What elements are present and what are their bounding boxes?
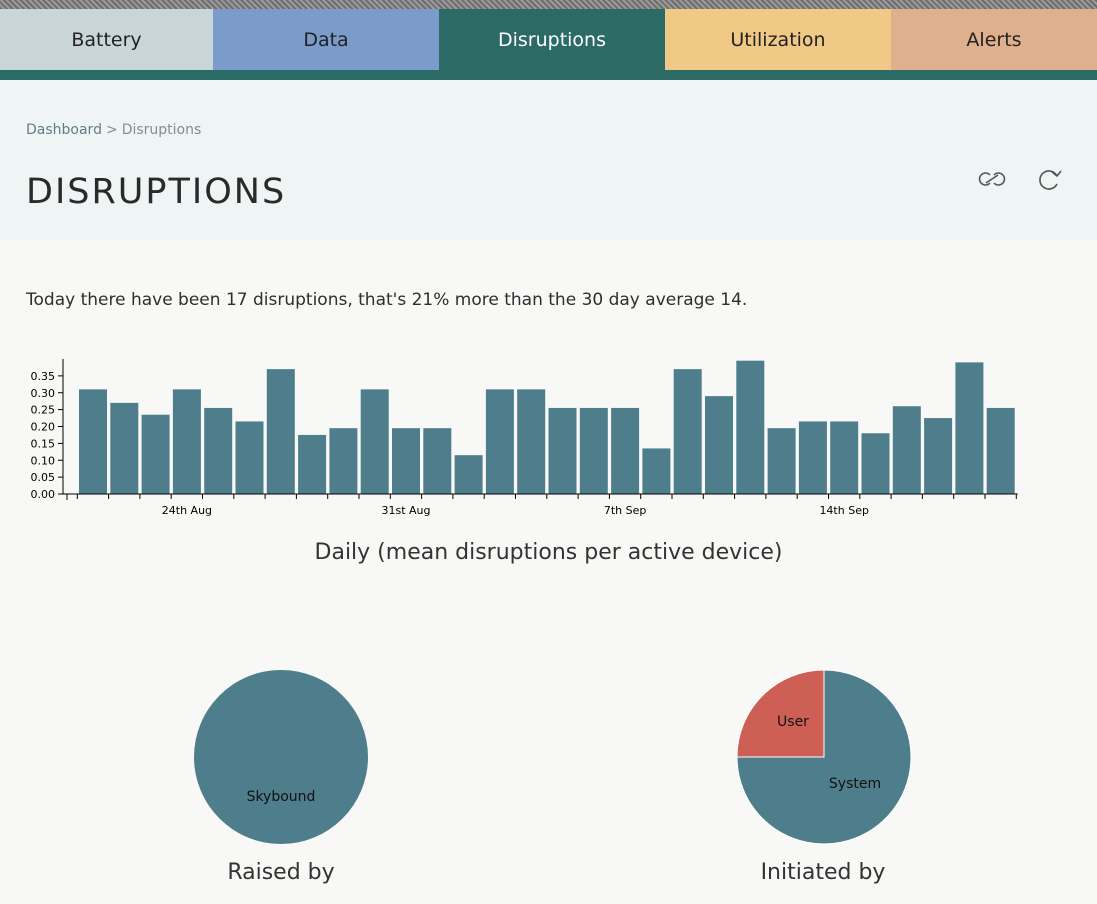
y-tick-label: 0.00: [31, 488, 56, 501]
x-tick-label: 31st Aug: [381, 504, 430, 517]
active-tab-underline: [0, 70, 1097, 80]
link-icon[interactable]: [977, 164, 1007, 194]
bar: [642, 448, 671, 494]
bar: [392, 428, 420, 494]
top-decorative-stripe: [0, 0, 1097, 9]
bar: [110, 402, 139, 494]
x-tick-label: 7th Sep: [604, 504, 647, 517]
breadcrumb-current: Disruptions: [121, 122, 202, 138]
bar: [204, 407, 233, 494]
y-tick-label: 0.05: [31, 471, 56, 484]
initiated-by-pie-title: Initiated by: [760, 860, 886, 885]
bar: [955, 362, 984, 494]
bar: [235, 421, 264, 494]
bar: [611, 407, 640, 494]
tab-battery[interactable]: Battery: [0, 9, 213, 70]
bar: [360, 389, 389, 494]
tab-alerts[interactable]: Alerts: [891, 9, 1097, 70]
x-tick-label: 14th Sep: [819, 504, 869, 517]
pie-slice-label: System: [829, 776, 881, 792]
pie-slice: [736, 669, 912, 845]
bar: [141, 414, 170, 494]
y-tick-label: 0.30: [31, 387, 56, 400]
y-tick-label: 0.35: [31, 370, 56, 383]
pie-slice: [194, 670, 368, 844]
bar: [517, 389, 546, 494]
main-tabs: Battery Data Disruptions Utilization Ale…: [0, 9, 1097, 70]
raised-by-pie-title: Raised by: [227, 860, 335, 885]
bar: [892, 406, 921, 494]
pie-slice: [736, 669, 825, 758]
breadcrumb-dashboard-link[interactable]: Dashboard: [26, 122, 102, 138]
initiated-by-pie-chart: System User: [724, 665, 924, 859]
pie-slice-label: Skybound: [247, 789, 316, 805]
page-title: DISRUPTIONS: [26, 172, 287, 212]
bar: [298, 434, 327, 494]
bar: [329, 428, 358, 494]
breadcrumb: Dashboard > Disruptions: [26, 122, 201, 138]
bar: [266, 369, 295, 494]
bar: [767, 428, 796, 494]
tab-data[interactable]: Data: [213, 9, 439, 70]
daily-disruptions-bar-chart: 0.00 0.05 0.10 0.15 0.20 0.25 0.30 0.35 24th Aug…: [31, 359, 1018, 517]
bar: [830, 421, 859, 494]
bar: [579, 407, 608, 494]
y-tick-label: 0.20: [31, 421, 56, 434]
x-tick-label: 24th Aug: [162, 504, 212, 517]
bar: [172, 389, 201, 494]
refresh-icon[interactable]: [1035, 164, 1065, 194]
bar: [986, 407, 1015, 494]
y-tick-label: 0.15: [31, 437, 56, 450]
bar: [705, 396, 733, 494]
bar: [423, 428, 452, 494]
raised-by-pie-chart: Skybound: [181, 665, 381, 859]
bar: [924, 418, 953, 494]
page-header: Dashboard > Disruptions DISRUPTIONS: [0, 80, 1097, 240]
bar: [736, 360, 765, 494]
pie-slice-label: User: [777, 714, 809, 730]
bar: [548, 407, 577, 494]
disruptions-summary: Today there have been 17 disruptions, th…: [26, 290, 748, 310]
bar: [454, 455, 483, 494]
tab-disruptions[interactable]: Disruptions: [439, 9, 665, 70]
y-tick-label: 0.25: [31, 404, 56, 417]
bar: [798, 421, 827, 494]
tab-utilization[interactable]: Utilization: [665, 9, 891, 70]
breadcrumb-separator: >: [105, 122, 118, 138]
bar: [485, 389, 514, 494]
y-tick-label: 0.10: [31, 454, 56, 467]
bar: [673, 369, 702, 494]
bar: [861, 433, 890, 494]
bar: [79, 389, 107, 494]
bar-chart-title: Daily (mean disruptions per active devic…: [314, 540, 783, 565]
